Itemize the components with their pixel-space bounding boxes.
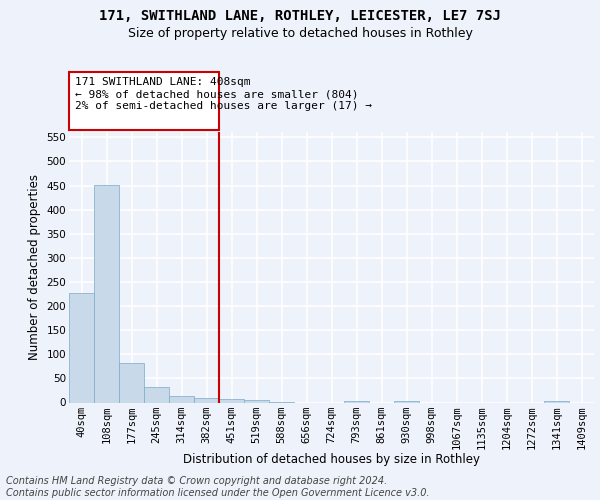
Bar — [244, 400, 269, 402]
Bar — [94, 184, 119, 402]
Text: 171, SWITHLAND LANE, ROTHLEY, LEICESTER, LE7 7SJ: 171, SWITHLAND LANE, ROTHLEY, LEICESTER,… — [99, 9, 501, 23]
Text: Size of property relative to detached houses in Rothley: Size of property relative to detached ho… — [128, 28, 472, 40]
Text: 171 SWITHLAND LANE: 408sqm
← 98% of detached houses are smaller (804)
2% of semi: 171 SWITHLAND LANE: 408sqm ← 98% of deta… — [75, 78, 372, 110]
Bar — [544, 401, 569, 402]
Bar — [344, 400, 369, 402]
X-axis label: Distribution of detached houses by size in Rothley: Distribution of detached houses by size … — [183, 453, 480, 466]
Text: Contains HM Land Registry data © Crown copyright and database right 2024.
Contai: Contains HM Land Registry data © Crown c… — [6, 476, 430, 498]
Bar — [119, 364, 144, 403]
Bar — [69, 292, 94, 403]
Bar — [144, 386, 169, 402]
Bar — [394, 401, 419, 402]
Y-axis label: Number of detached properties: Number of detached properties — [28, 174, 41, 360]
Bar — [219, 398, 244, 402]
Bar — [194, 398, 219, 402]
Bar — [169, 396, 194, 402]
